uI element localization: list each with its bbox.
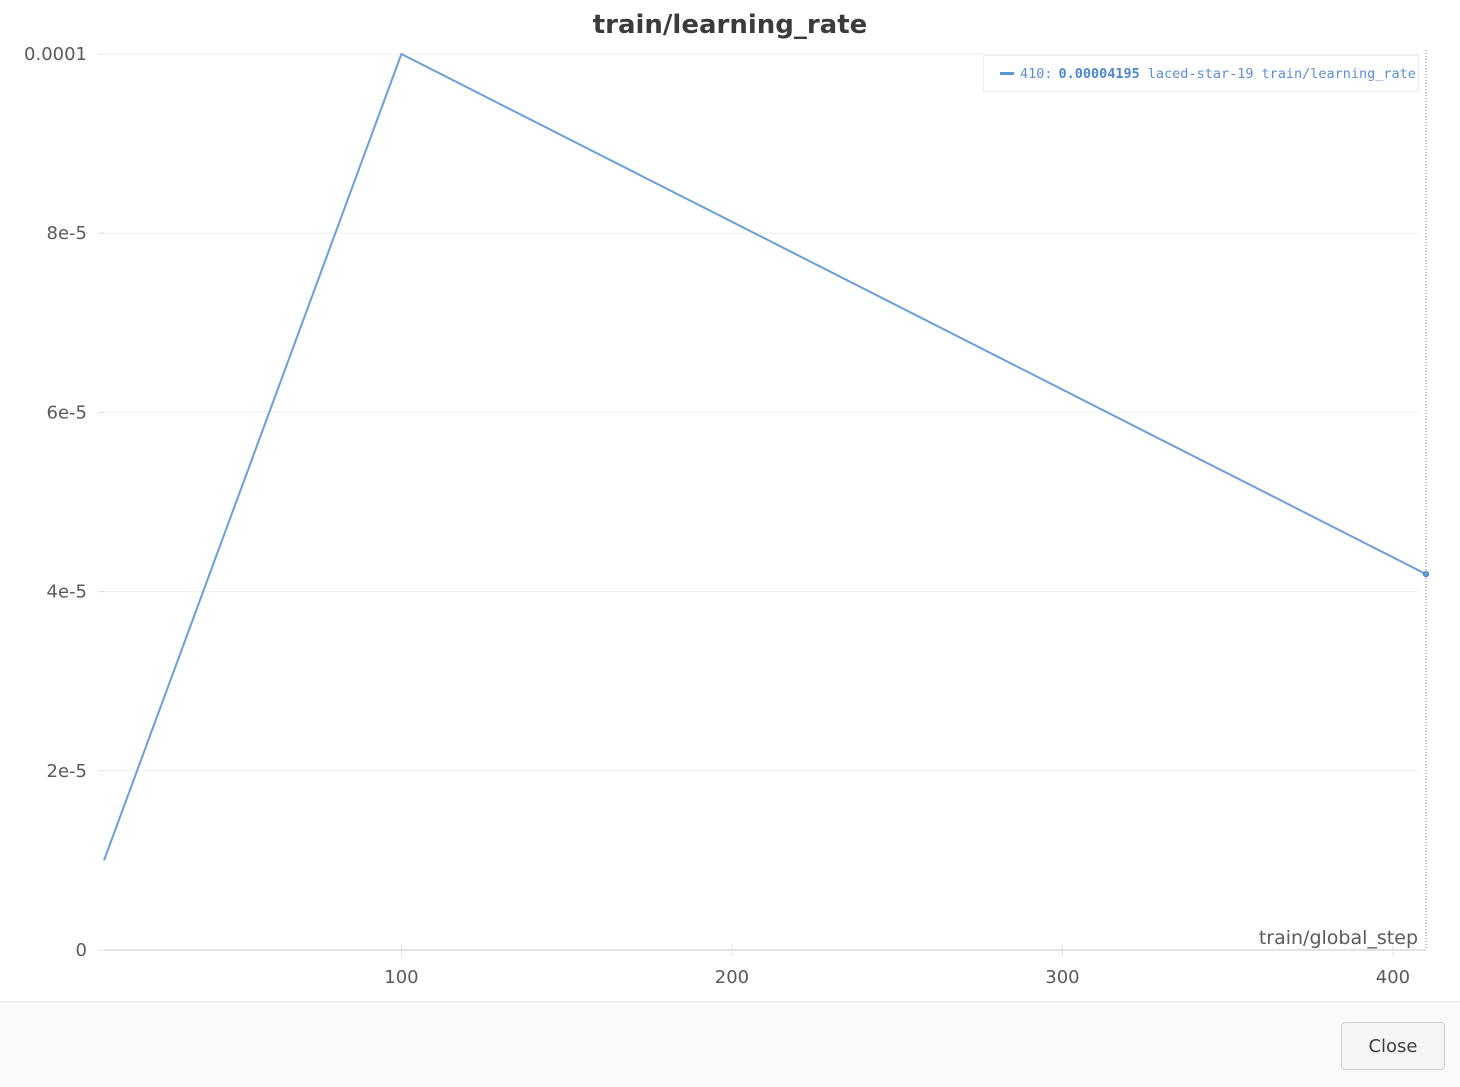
legend-value: 0.00004195	[1058, 65, 1140, 82]
series-layer	[103, 50, 1429, 950]
y-tick-label: 0	[76, 940, 87, 961]
y-axis: 0 2e-5 4e-5 6e-5 8e-5 0.0001	[24, 44, 104, 961]
y-tick-label: 4e-5	[47, 582, 87, 603]
series-line[interactable]	[103, 52, 1427, 861]
x-tick-label: 400	[1376, 967, 1410, 988]
grid-lines	[104, 53, 1419, 772]
legend-metric: train/learning_rate	[1261, 65, 1416, 82]
chart-panel: train/learning_rate 0 2e-5 4e-5 6e-5 8e-5 0.0…	[0, 0, 1460, 1001]
legend-step: 410:	[1020, 65, 1053, 82]
x-tick-label: 100	[384, 967, 418, 988]
x-tick-label: 200	[715, 967, 749, 988]
x-tick-label: 300	[1045, 967, 1079, 988]
data-point[interactable]	[1423, 571, 1429, 578]
dialog-footer: Close	[0, 1001, 1460, 1087]
legend-swatch	[1000, 72, 1014, 75]
line-chart[interactable]: 0 2e-5 4e-5 6e-5 8e-5 0.0001 100 200 300 400 tra…	[0, 0, 1460, 1001]
x-axis-title: train/global_step	[1259, 927, 1418, 949]
y-tick-label: 6e-5	[47, 402, 87, 423]
y-tick-label: 8e-5	[47, 223, 87, 244]
close-button[interactable]: Close	[1341, 1022, 1445, 1070]
x-axis: 100 200 300 400	[104, 944, 1426, 988]
chart-title: train/learning_rate	[592, 10, 868, 40]
y-tick-label: 0.0001	[24, 44, 87, 65]
hover-legend: 410: 0.00004195 laced-star-19 train/lear…	[983, 55, 1419, 92]
legend-run-name: laced-star-19	[1147, 65, 1254, 82]
y-tick-label: 2e-5	[47, 761, 87, 782]
